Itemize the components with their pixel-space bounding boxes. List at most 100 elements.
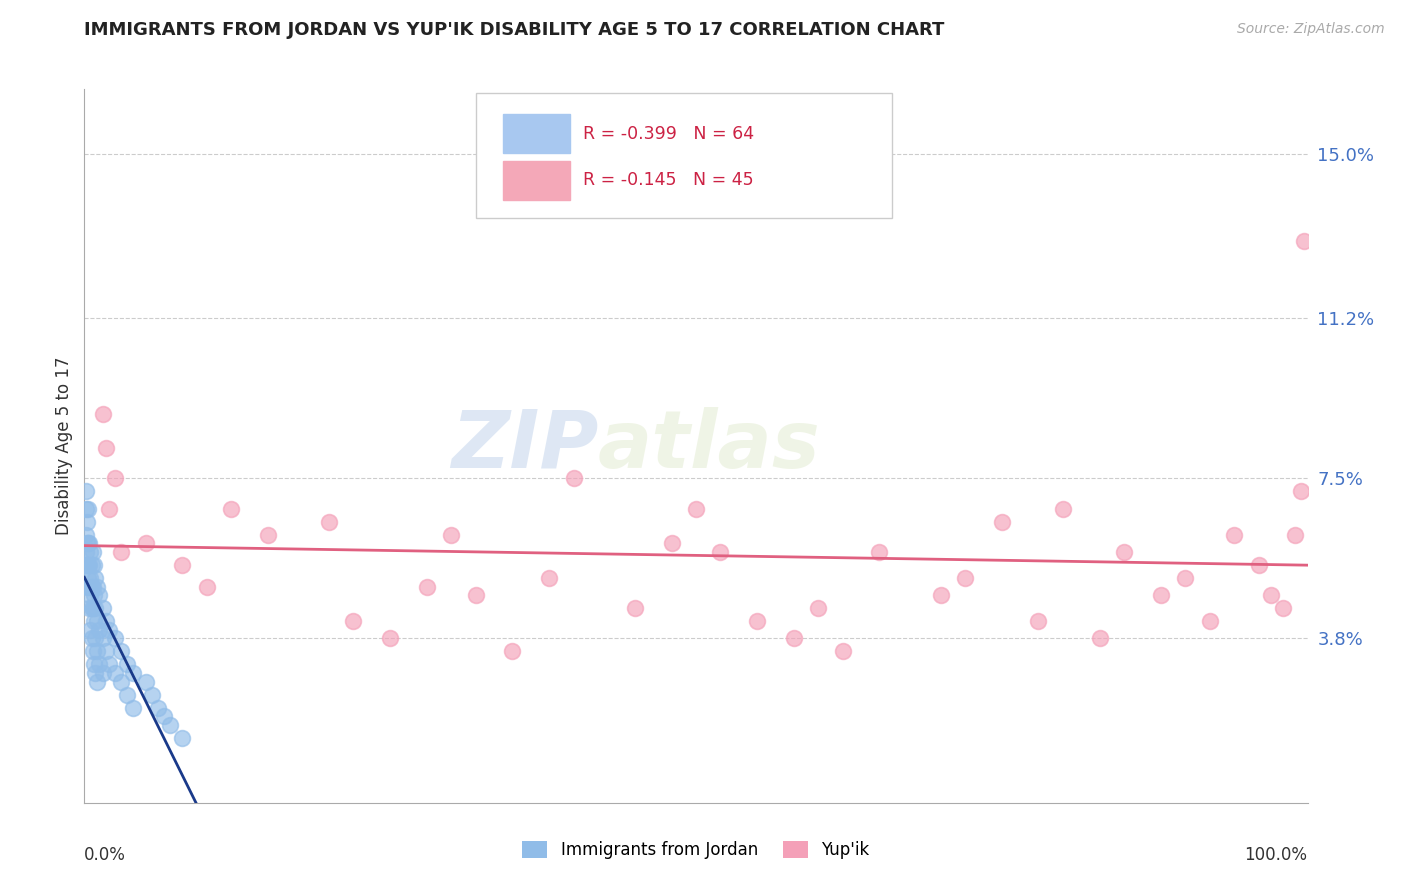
Point xyxy=(80,632,103,646)
Point xyxy=(86,674,108,689)
Point xyxy=(747,614,769,628)
Point xyxy=(79,571,101,585)
Point xyxy=(110,545,132,559)
Text: 0.0%: 0.0% xyxy=(84,846,127,863)
Point xyxy=(76,536,98,550)
Point xyxy=(77,601,100,615)
Point xyxy=(1284,527,1306,541)
Point xyxy=(685,501,707,516)
Point xyxy=(82,601,104,615)
Bar xyxy=(503,161,569,200)
Point xyxy=(104,666,127,681)
Point xyxy=(135,674,157,689)
Point xyxy=(76,515,98,529)
Point xyxy=(77,558,100,572)
Point xyxy=(1150,588,1173,602)
Point xyxy=(77,558,100,572)
Point xyxy=(1088,632,1111,646)
Point xyxy=(87,657,110,672)
Point xyxy=(869,545,891,559)
Point xyxy=(141,688,163,702)
Point xyxy=(257,527,280,541)
Point xyxy=(96,441,118,455)
Point xyxy=(84,571,107,585)
Point xyxy=(82,545,104,559)
Point xyxy=(1223,527,1246,541)
Legend: Immigrants from Jordan, Yup'ik: Immigrants from Jordan, Yup'ik xyxy=(516,834,876,866)
Point xyxy=(991,515,1014,529)
Point xyxy=(86,580,108,594)
Point xyxy=(79,588,101,602)
Point xyxy=(135,536,157,550)
Point xyxy=(807,601,830,615)
Point xyxy=(380,632,402,646)
Point xyxy=(1260,588,1282,602)
Point xyxy=(79,623,101,637)
Point xyxy=(440,527,463,541)
Point xyxy=(97,657,120,672)
Point xyxy=(929,588,952,602)
Text: ZIP: ZIP xyxy=(451,407,598,485)
Point xyxy=(84,601,107,615)
Point xyxy=(502,644,524,658)
Point xyxy=(195,580,218,594)
Point xyxy=(80,601,103,615)
Point xyxy=(1028,614,1050,628)
Point xyxy=(783,632,806,646)
Text: IMMIGRANTS FROM JORDAN VS YUP'IK DISABILITY AGE 5 TO 17 CORRELATION CHART: IMMIGRANTS FROM JORDAN VS YUP'IK DISABIL… xyxy=(84,21,945,39)
Text: 100.0%: 100.0% xyxy=(1244,846,1308,863)
Point xyxy=(86,644,108,658)
Point xyxy=(77,536,100,550)
Point xyxy=(104,632,127,646)
Point xyxy=(115,657,138,672)
Text: R = -0.145   N = 45: R = -0.145 N = 45 xyxy=(583,171,754,189)
Point xyxy=(77,536,100,550)
Text: atlas: atlas xyxy=(598,407,821,485)
Point xyxy=(82,644,104,658)
Point xyxy=(97,623,120,637)
Point xyxy=(1198,614,1220,628)
Point xyxy=(77,580,100,594)
Point xyxy=(1272,601,1295,615)
Point xyxy=(831,644,853,658)
Point xyxy=(1247,558,1270,572)
Point xyxy=(84,632,107,646)
Point xyxy=(953,571,976,585)
Point xyxy=(77,571,100,585)
Point xyxy=(77,501,100,516)
Point xyxy=(318,515,340,529)
Point xyxy=(91,666,114,681)
Point xyxy=(1114,545,1136,559)
Point xyxy=(172,731,194,745)
Point xyxy=(110,644,132,658)
Point xyxy=(1174,571,1197,585)
Point xyxy=(75,545,97,559)
Point xyxy=(153,709,176,723)
Point xyxy=(104,471,127,485)
Point xyxy=(87,623,110,637)
Bar xyxy=(503,114,569,153)
Text: Source: ZipAtlas.com: Source: ZipAtlas.com xyxy=(1237,22,1385,37)
Point xyxy=(96,614,118,628)
Point xyxy=(122,666,145,681)
Point xyxy=(96,644,118,658)
Point xyxy=(83,588,105,602)
Point xyxy=(82,580,104,594)
Point xyxy=(87,588,110,602)
Point xyxy=(97,501,120,516)
Point xyxy=(86,614,108,628)
Point xyxy=(219,501,242,516)
Point xyxy=(110,674,132,689)
Point xyxy=(115,688,138,702)
Point xyxy=(76,580,98,594)
Point xyxy=(1292,234,1315,248)
Point xyxy=(80,580,103,594)
Point xyxy=(709,545,731,559)
Point xyxy=(83,614,105,628)
Point xyxy=(1291,484,1313,499)
Point xyxy=(75,484,97,499)
FancyBboxPatch shape xyxy=(475,93,891,218)
Point xyxy=(75,527,97,541)
Point xyxy=(75,501,97,516)
Point xyxy=(172,558,194,572)
